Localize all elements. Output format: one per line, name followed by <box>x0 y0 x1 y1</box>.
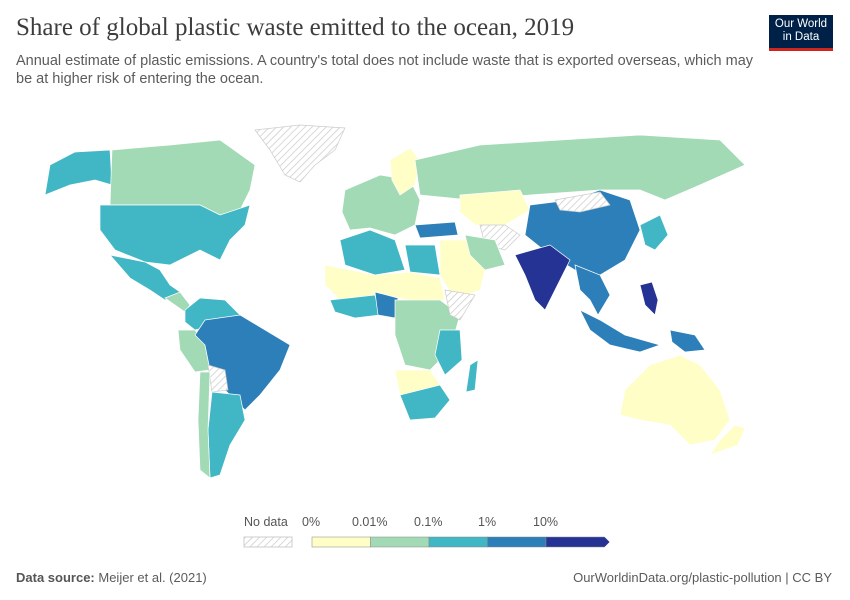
region-new-zealand[interactable] <box>709 424 746 456</box>
region-horn-africa[interactable] <box>444 289 476 321</box>
region-madagascar[interactable] <box>465 359 479 393</box>
legend-bin-swatch[interactable] <box>487 536 547 548</box>
region-mongolia[interactable] <box>554 191 611 213</box>
region-turkey[interactable] <box>414 221 459 239</box>
region-south-africa[interactable] <box>399 384 451 421</box>
region-kazakhstan[interactable] <box>459 189 531 226</box>
region-russia[interactable] <box>414 134 746 201</box>
region-east-africa[interactable] <box>434 329 463 376</box>
region-egypt[interactable] <box>404 244 441 276</box>
region-greenland[interactable] <box>254 124 346 183</box>
owid-logo[interactable]: Our World in Data <box>769 15 833 51</box>
region-se-asia[interactable] <box>574 264 611 316</box>
region-usa[interactable] <box>99 204 251 266</box>
legend-tick-label: 0.01% <box>352 515 388 529</box>
region-canada[interactable] <box>109 139 256 216</box>
region-iran[interactable] <box>464 234 506 271</box>
region-bolivia[interactable] <box>207 364 229 393</box>
region-argentina[interactable] <box>207 391 246 479</box>
region-brazil[interactable] <box>194 314 291 411</box>
chart-subtitle: Annual estimate of plastic emissions. A … <box>16 53 754 87</box>
source-label: Data source: <box>16 570 95 585</box>
legend-tick-label: 0.1% <box>414 515 443 529</box>
region-philippines[interactable] <box>639 281 659 316</box>
region-north-africa[interactable] <box>339 229 406 276</box>
legend-bin-swatch[interactable] <box>428 536 488 548</box>
chart-title: Share of global plastic waste emitted to… <box>16 14 575 41</box>
region-alaska[interactable] <box>44 149 113 196</box>
legend-tick-label: 0% <box>302 515 321 529</box>
region-indonesia[interactable] <box>579 309 662 353</box>
region-chile[interactable] <box>197 371 211 479</box>
region-png[interactable] <box>669 329 706 353</box>
region-india[interactable] <box>514 244 571 311</box>
region-west-africa[interactable] <box>329 294 381 319</box>
legend-tick-label: 10% <box>533 515 559 529</box>
source-url-link[interactable]: OurWorldinData.org/plastic-pollution | C… <box>573 570 832 585</box>
legend-bin-swatch[interactable] <box>545 536 610 548</box>
world-map[interactable] <box>0 115 850 510</box>
data-source: Data source: Meijer et al. (2021) <box>16 570 207 585</box>
region-scandinavia[interactable] <box>389 147 421 196</box>
source-text: Meijer et al. (2021) <box>98 570 207 585</box>
legend-tick-label: 1% <box>478 515 497 529</box>
legend-no-data-swatch[interactable] <box>243 536 293 548</box>
region-australia[interactable] <box>619 354 731 446</box>
legend-bin-swatch[interactable] <box>311 536 371 548</box>
region-japan-korea[interactable] <box>639 214 669 251</box>
legend-no-data-label: No data <box>244 515 288 529</box>
legend-bin-swatch[interactable] <box>370 536 430 548</box>
